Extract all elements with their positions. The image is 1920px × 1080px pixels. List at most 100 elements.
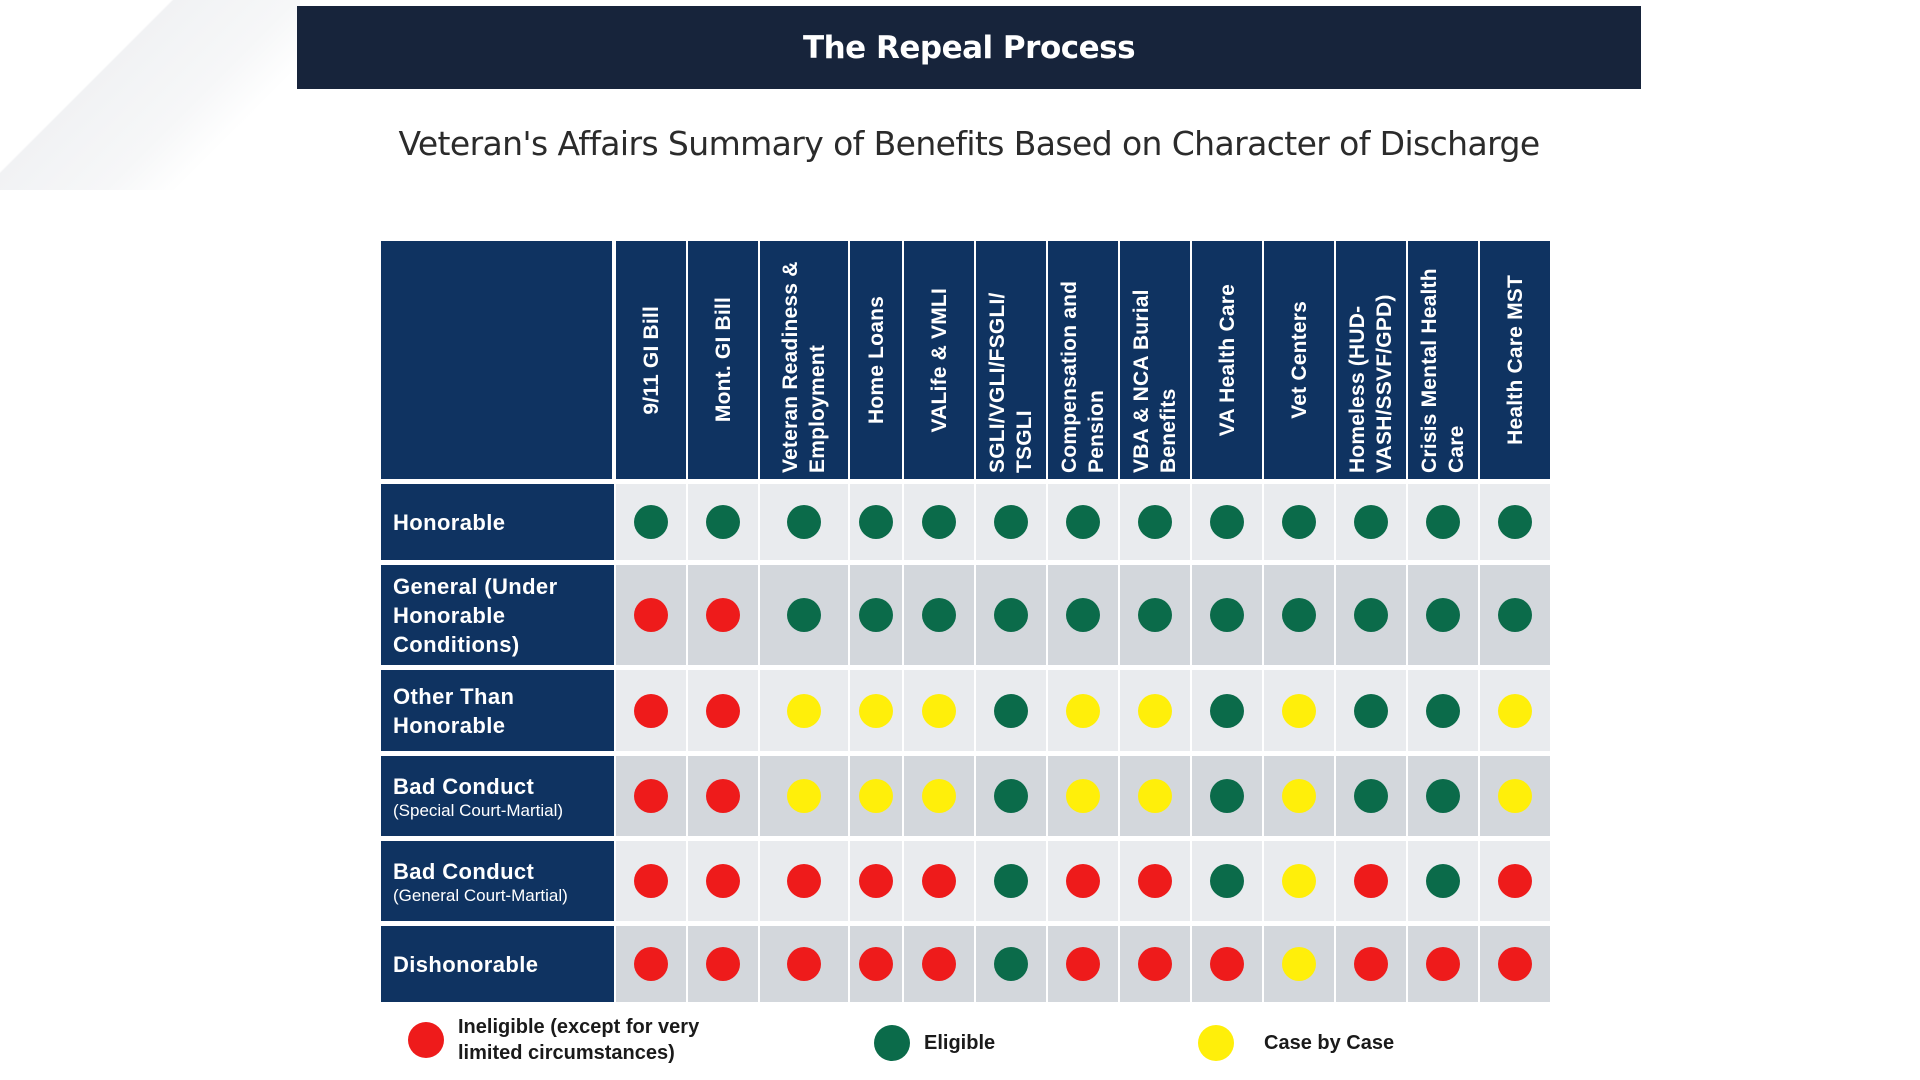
ineligible-dot-icon — [634, 864, 668, 898]
ineligible-dot-icon — [1138, 864, 1172, 898]
column-header-label: SGLI/VGLI/FSGLI/ TSGLI — [986, 291, 1036, 473]
case-by-case-dot-icon — [1498, 693, 1532, 728]
decorative-background-shape — [0, 0, 300, 190]
case-by-case-dot-icon — [1282, 693, 1316, 728]
case-by-case-dot-icon — [922, 693, 956, 728]
table-cell — [902, 479, 974, 560]
table-cell — [974, 921, 1046, 1002]
case-by-case-dot-icon — [1138, 693, 1172, 728]
table-cell — [1046, 836, 1118, 921]
page-subtitle: Veteran's Affairs Summary of Benefits Ba… — [398, 124, 1540, 163]
column-header-label: Compensation and Pension — [1058, 280, 1108, 473]
ineligible-dot-icon — [1354, 864, 1388, 898]
table-cell — [758, 836, 848, 921]
ineligible-dot-icon — [1066, 947, 1100, 981]
column-header-label: 9/11 GI Bill — [639, 305, 663, 415]
column-header-label: Home Loans — [864, 295, 888, 425]
table-cell — [1046, 479, 1118, 560]
table-cell — [1406, 921, 1478, 1002]
eligible-dot-icon — [1138, 598, 1172, 632]
table-cell — [1334, 479, 1406, 560]
table-cell — [1262, 836, 1334, 921]
column-header-label: Vet Centers — [1287, 301, 1311, 419]
yellow-dot-icon — [1198, 1025, 1234, 1061]
eligible-dot-icon — [994, 693, 1028, 728]
table-cell — [614, 665, 686, 751]
legend-label-eligible: Eligible — [924, 1032, 996, 1054]
table-cell — [1046, 560, 1118, 665]
row-header-label: Bad Conduct — [393, 858, 535, 884]
row-header-label: Honorable — [393, 509, 506, 535]
eligible-dot-icon — [859, 505, 893, 539]
table-cell — [758, 665, 848, 751]
table-cell — [1406, 560, 1478, 665]
row-header-label: Bad Conduct — [393, 773, 535, 799]
eligible-dot-icon — [1210, 779, 1244, 813]
column-header-label: Crisis Mental Health Care — [1418, 267, 1468, 473]
table-cell — [1046, 921, 1118, 1002]
case-by-case-dot-icon — [1498, 779, 1532, 813]
column-header: 9/11 GI Bill — [614, 241, 686, 479]
eligible-dot-icon — [994, 779, 1028, 813]
case-by-case-dot-icon — [787, 693, 821, 728]
eligible-dot-icon — [706, 505, 740, 539]
eligible-dot-icon — [787, 505, 821, 539]
table-cell — [848, 479, 902, 560]
table-cell — [1046, 751, 1118, 836]
case-by-case-dot-icon — [1282, 864, 1316, 898]
table-cell — [758, 751, 848, 836]
ineligible-dot-icon — [1138, 947, 1172, 981]
case-by-case-dot-icon — [1138, 779, 1172, 813]
ineligible-dot-icon — [787, 947, 821, 981]
table-cell — [686, 560, 758, 665]
eligible-dot-icon — [1210, 864, 1244, 898]
eligible-dot-icon — [1354, 598, 1388, 632]
table-cell — [974, 751, 1046, 836]
case-by-case-dot-icon — [1066, 693, 1100, 728]
column-header: Crisis Mental Health Care — [1406, 241, 1478, 479]
row-header-label: Other Than Honorable — [393, 683, 515, 738]
table-cell — [686, 921, 758, 1002]
ineligible-dot-icon — [922, 864, 956, 898]
table-cell — [1478, 665, 1550, 751]
table-cell — [1334, 921, 1406, 1002]
case-by-case-dot-icon — [859, 779, 893, 813]
table-cell — [1406, 836, 1478, 921]
column-header: Health Care MST — [1478, 241, 1550, 479]
table-cell — [1478, 751, 1550, 836]
case-by-case-dot-icon — [859, 693, 893, 728]
ineligible-dot-icon — [706, 693, 740, 728]
table-cell — [902, 560, 974, 665]
table-cell — [902, 751, 974, 836]
ineligible-dot-icon — [1210, 947, 1244, 981]
table-cell — [1118, 921, 1190, 1002]
eligible-dot-icon — [922, 598, 956, 632]
column-header-label: VBA & NCA Burial Benefits — [1130, 288, 1180, 473]
table-cell — [1334, 560, 1406, 665]
eligible-dot-icon — [1426, 505, 1460, 539]
legend-item-ineligible: Ineligible (except for very limited circ… — [408, 1014, 748, 1066]
ineligible-dot-icon — [1498, 947, 1532, 981]
table-cell — [848, 921, 902, 1002]
eligible-dot-icon — [1210, 693, 1244, 728]
eligible-dot-icon — [1498, 598, 1532, 632]
column-header-label: Veteran Readiness & Employment — [779, 260, 829, 473]
green-dot-icon — [874, 1025, 910, 1061]
eligible-dot-icon — [1354, 693, 1388, 728]
title-bar: The Repeal Process — [297, 6, 1641, 89]
column-header-label: Mont. GI Bill — [711, 297, 735, 423]
table-cell — [614, 836, 686, 921]
row-header-label: General (Under Honorable Conditions) — [393, 573, 558, 657]
case-by-case-dot-icon — [922, 779, 956, 813]
case-by-case-dot-icon — [787, 779, 821, 813]
ineligible-dot-icon — [1498, 864, 1532, 898]
column-header: Home Loans — [848, 241, 902, 479]
ineligible-dot-icon — [922, 947, 956, 981]
ineligible-dot-icon — [1354, 947, 1388, 981]
ineligible-dot-icon — [706, 864, 740, 898]
column-header: SGLI/VGLI/FSGLI/ TSGLI — [974, 241, 1046, 479]
table-cell — [974, 560, 1046, 665]
table-cell — [974, 836, 1046, 921]
ineligible-dot-icon — [634, 947, 668, 981]
